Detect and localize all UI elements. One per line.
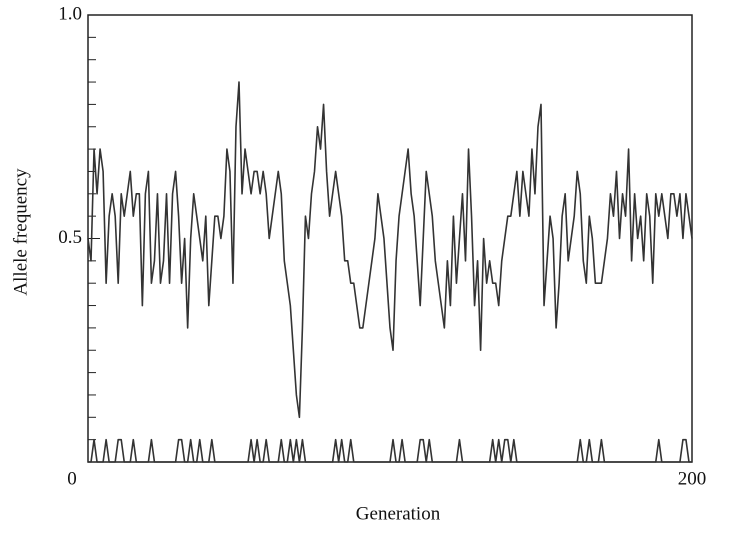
plot-frame bbox=[87, 14, 693, 463]
data-line bbox=[88, 438, 692, 463]
y-tick-label: 1.0 bbox=[58, 3, 82, 24]
y-axis-label: Allele frequency bbox=[10, 168, 31, 296]
x-tick-label: 200 bbox=[678, 468, 707, 489]
x-tick-label: 0 bbox=[67, 468, 77, 489]
x-axis-label: Generation bbox=[356, 503, 441, 524]
data-line bbox=[87, 81, 693, 419]
y-tick-label: 0.5 bbox=[58, 227, 82, 248]
